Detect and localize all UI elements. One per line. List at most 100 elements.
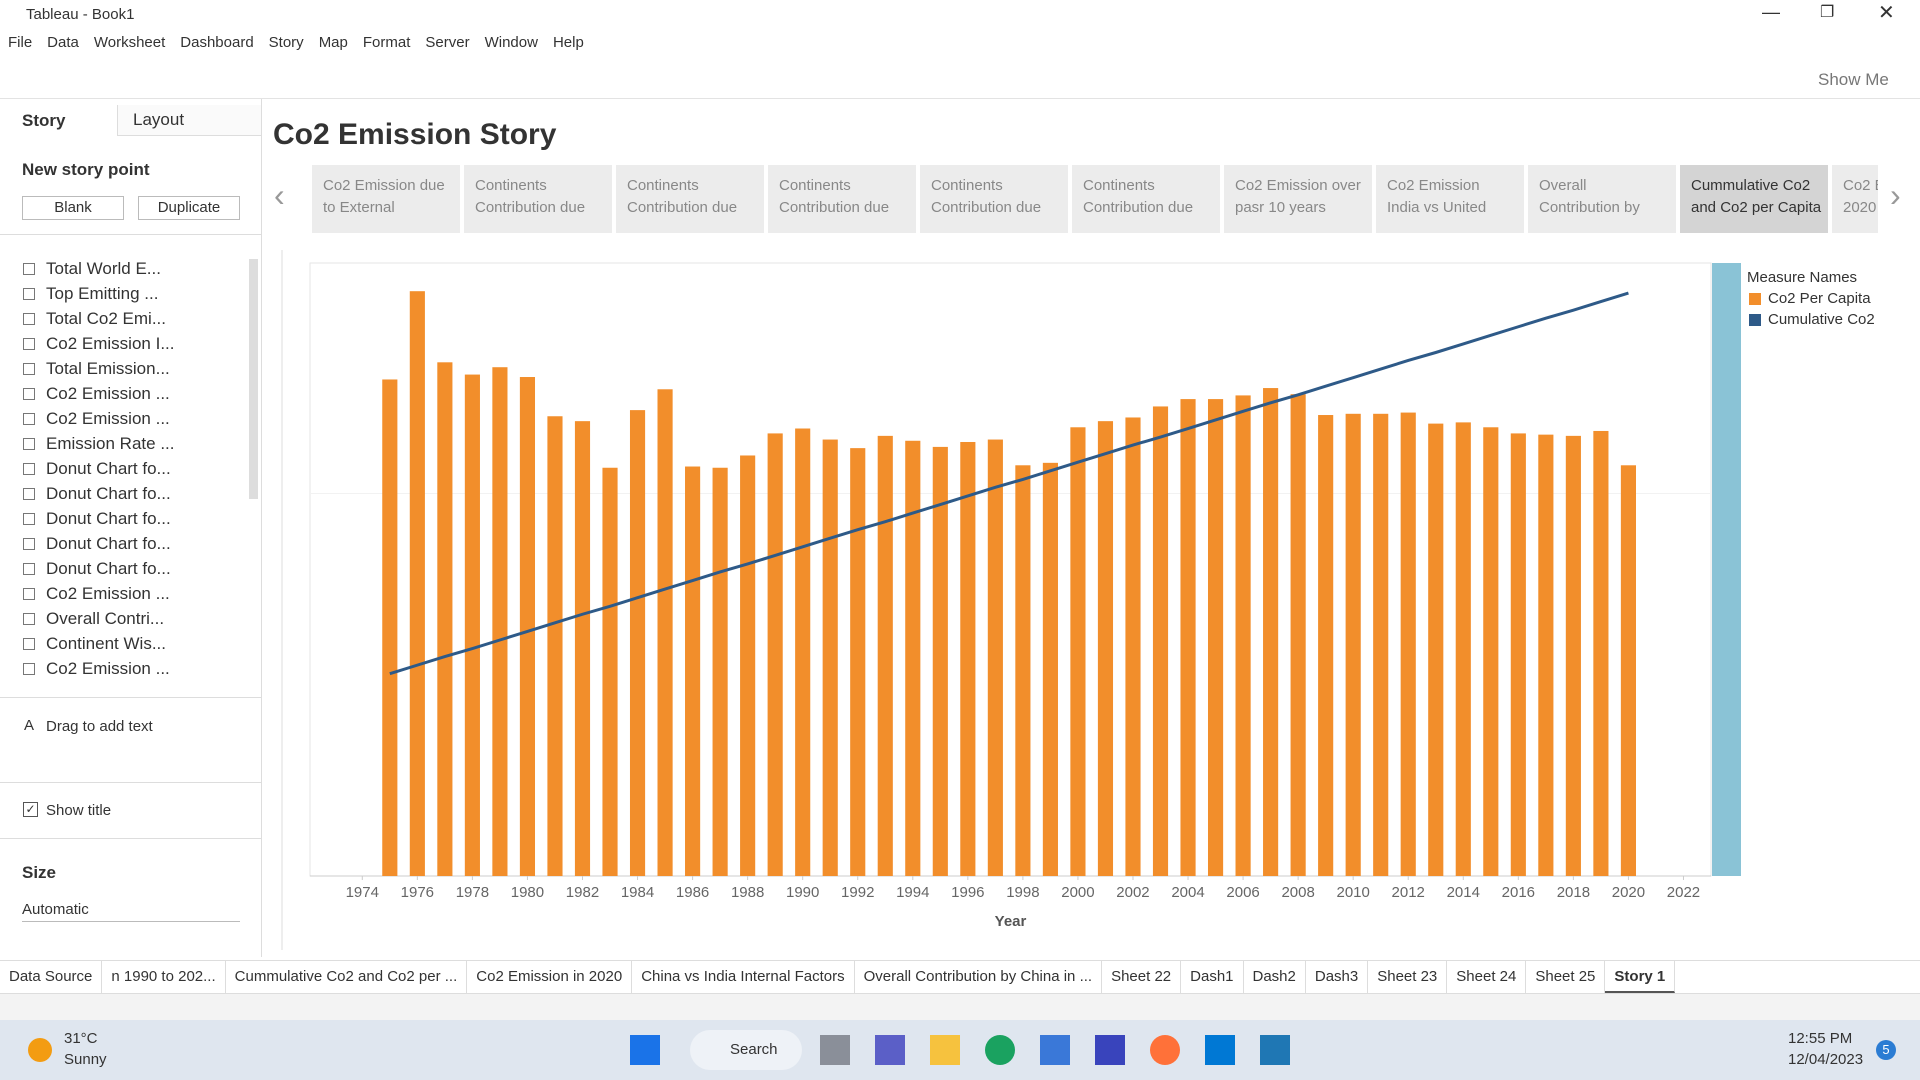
story-point[interactable]: Continents Contribution due: [920, 165, 1068, 233]
start-button[interactable]: [630, 1035, 660, 1065]
x-tick-label: 2022: [1667, 884, 1700, 901]
blank-button[interactable]: Blank: [22, 196, 124, 220]
search-box[interactable]: [690, 1030, 802, 1070]
size-dropdown[interactable]: Automatic: [22, 901, 240, 922]
sheet-item[interactable]: Donut Chart fo...: [46, 459, 171, 478]
sheet-tab[interactable]: Sheet 24: [1447, 961, 1527, 993]
sheet-tab[interactable]: Dash3: [1306, 961, 1369, 993]
show-title[interactable]: Show title: [46, 802, 112, 819]
sheet-tab[interactable]: Dash1: [1181, 961, 1244, 993]
tab-layout[interactable]: Layout: [117, 105, 261, 136]
sheet-icon: [23, 638, 35, 650]
menu-item[interactable]: Dashboard: [180, 34, 254, 51]
checkbox[interactable]: ✓: [23, 802, 38, 817]
story-point-caption: pasr 10 years: [1235, 199, 1326, 216]
close[interactable]: ✕: [1878, 2, 1895, 24]
story-point-selected[interactable]: Cummulative Co2 and Co2 per Capita: [1680, 165, 1828, 233]
bar: [1235, 395, 1251, 876]
app-icon[interactable]: [985, 1035, 1015, 1065]
menu-item[interactable]: Map: [318, 34, 348, 51]
sheet-item[interactable]: Donut Chart fo...: [46, 534, 171, 553]
notification-badge[interactable]: 5: [1876, 1040, 1896, 1060]
sheet-tab[interactable]: Cummulative Co2 and Co2 per ...: [226, 961, 468, 993]
show-me[interactable]: Show Me: [1818, 70, 1889, 89]
app-icon[interactable]: [1150, 1035, 1180, 1065]
app-icon[interactable]: [875, 1035, 905, 1065]
x-tick-label: 2000: [1061, 884, 1094, 901]
story-point[interactable]: Overall Contribution by: [1528, 165, 1676, 233]
sheet-tab[interactable]: Dash2: [1244, 961, 1306, 993]
story-point[interactable]: Continents Contribution due: [1072, 165, 1220, 233]
minimize[interactable]: —: [1762, 2, 1780, 22]
legend-strip: [1712, 263, 1741, 876]
app-icon[interactable]: [1260, 1035, 1290, 1065]
sheet-tab[interactable]: n 1990 to 202...: [102, 961, 226, 993]
sheet-item[interactable]: Total World E...: [46, 259, 161, 278]
sheet-item[interactable]: Overall Contri...: [46, 609, 165, 628]
plot-area: [309, 262, 1712, 877]
story-point[interactable]: Co2 Emission India vs United: [1376, 165, 1524, 233]
menu-item[interactable]: File: [8, 34, 33, 51]
tab-active[interactable]: Story 1: [1605, 961, 1676, 993]
tab-story[interactable]: Story: [22, 111, 66, 130]
story-point[interactable]: Co2 E 2020: [1832, 165, 1878, 233]
sheet-item[interactable]: Continent Wis...: [46, 634, 166, 653]
app-icon[interactable]: [1205, 1035, 1235, 1065]
bar: [1373, 413, 1389, 876]
menu-item[interactable]: Help: [552, 34, 584, 51]
bar: [1180, 399, 1196, 876]
story-point-caption: Contribution due: [931, 199, 1042, 216]
sheet-item[interactable]: Co2 Emission ...: [46, 659, 170, 678]
sheet-tab[interactable]: Sheet 22: [1102, 961, 1182, 993]
x-tick-label: 2010: [1336, 884, 1369, 901]
clock-date: 12/04/2023: [1788, 1051, 1864, 1068]
menu-item[interactable]: Worksheet: [93, 34, 166, 51]
sheet-item[interactable]: Co2 Emission I...: [46, 334, 175, 353]
status-bar: [0, 993, 1920, 1021]
sheet-tab[interactable]: Co2 Emission in 2020: [467, 961, 633, 993]
menu-item[interactable]: Window: [484, 34, 538, 51]
sheet-tab[interactable]: Sheet 23: [1368, 961, 1448, 993]
app-icon[interactable]: [1040, 1035, 1070, 1065]
x-axis-title: Year: [995, 913, 1027, 930]
restore[interactable]: ❐: [1820, 4, 1835, 21]
sheet-item[interactable]: Co2 Emission ...: [46, 409, 170, 428]
duplicate-button[interactable]: Duplicate: [138, 196, 240, 220]
sheet-icon: [23, 313, 35, 325]
sheet-tab[interactable]: Data Source: [0, 961, 103, 993]
bar: [795, 428, 811, 876]
sheet-item[interactable]: Co2 Emission ...: [46, 584, 170, 603]
sheet-item[interactable]: Top Emitting ...: [46, 284, 159, 303]
sheet-item[interactable]: Co2 Emission ...: [46, 384, 170, 403]
sheet-item[interactable]: Emission Rate ...: [46, 434, 175, 453]
bar: [1400, 412, 1416, 876]
story-point[interactable]: Co2 Emission over pasr 10 years: [1224, 165, 1372, 233]
sheet-item[interactable]: Donut Chart fo...: [46, 484, 171, 503]
menu-item[interactable]: Data: [47, 34, 79, 51]
sheet-item[interactable]: Donut Chart fo...: [46, 559, 171, 578]
app-icon[interactable]: [930, 1035, 960, 1065]
sheet-tab[interactable]: Overall Contribution by China in ...: [855, 961, 1103, 993]
drag-text[interactable]: Drag to add text: [46, 718, 153, 735]
legend-label: Cumulative Co2: [1768, 311, 1875, 328]
sheet-tab[interactable]: Sheet 25: [1526, 961, 1606, 993]
sheet-icon: [23, 513, 35, 525]
menu-item[interactable]: Story: [268, 34, 304, 51]
menu-item[interactable]: Server: [425, 34, 470, 51]
sheet-item[interactable]: Donut Chart fo...: [46, 509, 171, 528]
story-point[interactable]: Continents Contribution due: [464, 165, 612, 233]
bar: [409, 291, 425, 876]
story-point[interactable]: Continents Contribution due: [616, 165, 764, 233]
sheet-item[interactable]: Total Emission...: [46, 359, 170, 378]
story-point[interactable]: Continents Contribution due: [768, 165, 916, 233]
story-point[interactable]: Co2 Emission due to External: [312, 165, 460, 233]
app-icon[interactable]: [820, 1035, 850, 1065]
app-icon[interactable]: [1095, 1035, 1125, 1065]
chart: 1974 1976 1978 1980 1982 1984 1986 1988 1990 1992…: [281, 250, 1875, 950]
sheet-tab[interactable]: China vs India Internal Factors: [632, 961, 855, 993]
nav-prev[interactable]: ‹: [274, 177, 285, 213]
nav-next[interactable]: ›: [1890, 177, 1901, 213]
x-tick-label: 1990: [786, 884, 819, 901]
menu-item[interactable]: Format: [362, 34, 411, 51]
sheet-item[interactable]: Total Co2 Emi...: [46, 309, 166, 328]
